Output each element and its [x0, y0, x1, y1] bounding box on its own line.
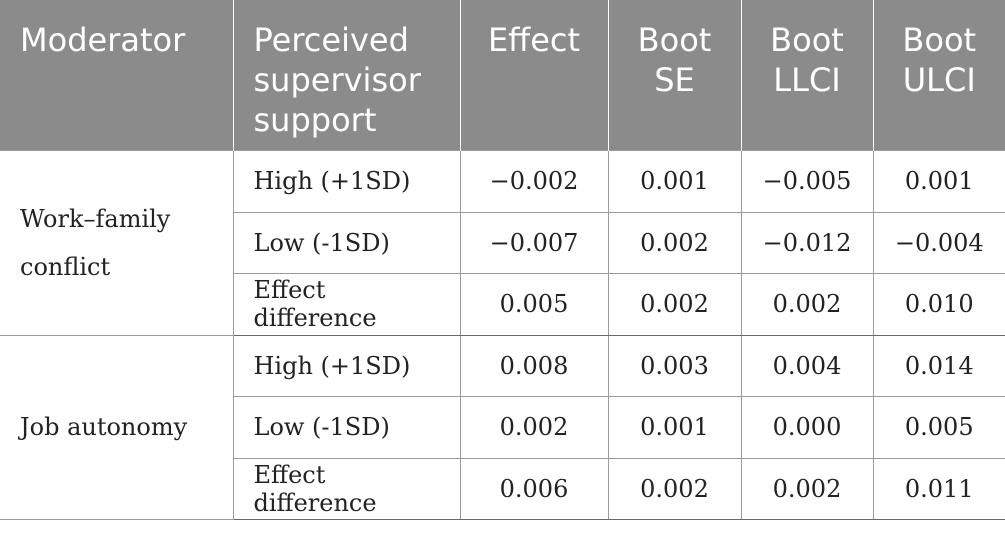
effect-cell: 0.002 [459, 396, 609, 459]
level-cell: High (+1SD) [232, 150, 461, 213]
boot-llci-cell: −0.005 [740, 150, 874, 213]
boot-ulci-cell: 0.014 [872, 334, 1005, 397]
effect-cell: 0.005 [459, 273, 609, 336]
header-perceived-supervisor-support: Perceived supervisor support [233, 0, 461, 151]
boot-ulci-cell: 0.010 [872, 273, 1005, 336]
table-row: Job autonomy High (+1SD) 0.008 0.003 0.0… [0, 334, 1005, 520]
boot-llci-cell: 0.004 [740, 334, 874, 397]
table-row: Effect difference 0.005 0.002 0.002 0.01… [0, 273, 1005, 336]
boot-llci-cell: 0.000 [740, 396, 874, 459]
header-moderator: Moderator [0, 0, 234, 151]
moderation-table: Moderator Perceived supervisor support E… [0, 0, 1005, 520]
table-row: Low (-1SD) 0.002 0.001 0.000 0.005 [0, 396, 1005, 459]
boot-ulci-cell: 0.005 [872, 396, 1005, 459]
effect-cell: 0.008 [459, 334, 609, 397]
moderator-cell: Work–family conflict [0, 150, 234, 336]
boot-llci-cell: −0.012 [740, 211, 874, 274]
effect-cell: 0.006 [459, 457, 609, 520]
level-cell: Effect difference [233, 273, 461, 336]
effect-cell: −0.002 [459, 150, 609, 213]
boot-se-cell: 0.003 [607, 334, 742, 397]
table-row: Effect difference 0.006 0.002 0.002 0.01… [0, 457, 1005, 520]
level-cell: Low (-1SD) [233, 211, 461, 274]
header-row: Moderator Perceived supervisor support E… [0, 0, 1005, 151]
header-effect: Effect [460, 0, 609, 151]
boot-se-cell: 0.002 [607, 457, 742, 520]
boot-se-cell: 0.001 [607, 150, 742, 213]
boot-llci-cell: 0.002 [740, 457, 874, 520]
effect-cell: −0.007 [459, 211, 609, 274]
header-boot-ulci: Boot ULCI [873, 0, 1005, 151]
level-cell: Effect difference [233, 457, 461, 520]
level-cell: High (+1SD) [232, 334, 461, 397]
header-boot-llci: Boot LLCI [741, 0, 874, 151]
boot-llci-cell: 0.002 [740, 273, 874, 336]
table-row: Low (-1SD) −0.007 0.002 −0.012 −0.004 [0, 211, 1005, 274]
boot-ulci-cell: −0.004 [872, 211, 1005, 274]
boot-ulci-cell: 0.011 [872, 457, 1005, 520]
moderator-cell: Job autonomy [0, 334, 234, 520]
level-cell: Low (-1SD) [233, 396, 461, 459]
boot-se-cell: 0.001 [607, 396, 742, 459]
boot-se-cell: 0.002 [607, 211, 742, 274]
boot-se-cell: 0.002 [607, 273, 742, 336]
boot-ulci-cell: 0.001 [872, 150, 1005, 213]
table-row: Work–family conflict High (+1SD) −0.002 … [0, 150, 1005, 336]
header-boot-se: Boot SE [608, 0, 742, 151]
